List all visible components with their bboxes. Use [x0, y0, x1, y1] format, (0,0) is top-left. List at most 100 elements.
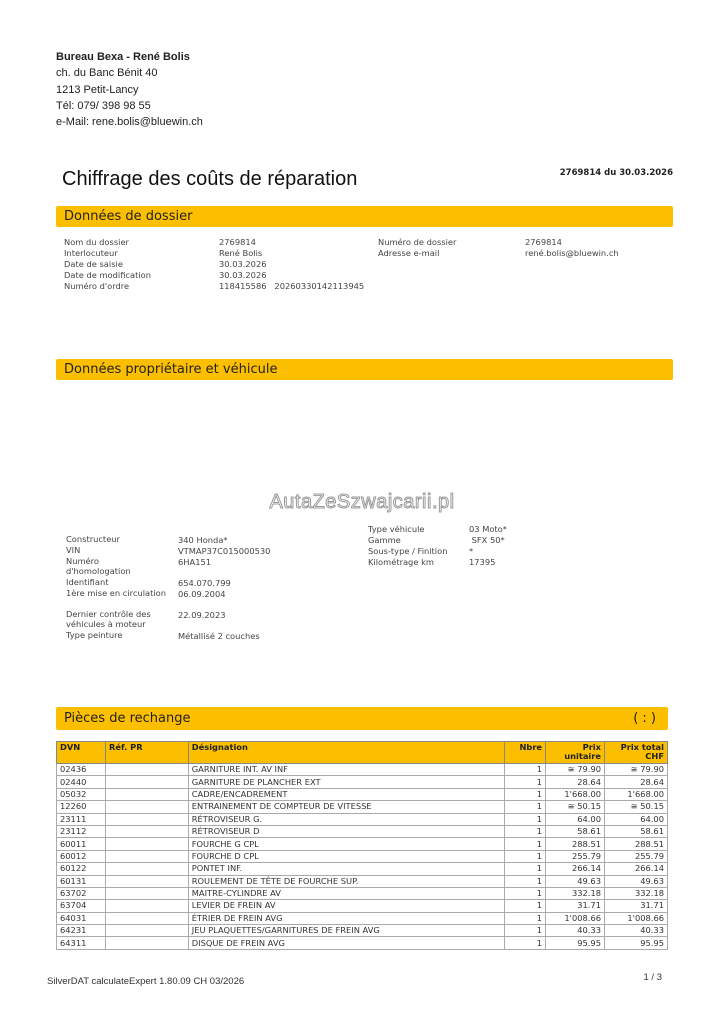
- table-cell: 255.79: [604, 849, 668, 864]
- field-value: 30.03.2026: [219, 270, 267, 280]
- table-cell: 95.95: [604, 936, 668, 950]
- table-cell: 1: [504, 824, 547, 839]
- field-value: Métallisé 2 couches: [178, 631, 260, 641]
- table-row: 60131 ROULEMENT DE TÊTE DE FOURCHE SUP. 1 4…: [56, 874, 668, 888]
- watermark: AutaZeSzwajcarii.pl: [269, 491, 455, 514]
- table-cell: FOURCHE G CPL: [187, 837, 506, 851]
- table-cell: 28.64: [545, 775, 605, 789]
- table-cell: 40.33: [545, 924, 605, 938]
- table-cell: GARNITURE DE PLANCHER EXT: [187, 775, 506, 789]
- table-row: 60012 FOURCHE D CPL 1 255.79 255.79: [56, 849, 668, 864]
- table-row: 60122 PONTET INF. 1 266.14 266.14: [56, 862, 668, 876]
- table-cell: 1: [504, 924, 547, 938]
- table-row: 23111 RÉTROVISEUR G. 1 64.00 64.00: [56, 812, 668, 826]
- field-label: Adresse e-mail: [378, 248, 440, 258]
- table-row: 12260 ENTRAINEMENT DE COMPTEUR DE VITESSE…: [56, 800, 668, 814]
- table-cell: 255.79: [545, 849, 605, 864]
- page-title: Chiffrage des coûts de réparation: [62, 168, 358, 190]
- table-cell: 60131: [56, 874, 106, 888]
- table-cell: PONTET INF.: [187, 862, 506, 876]
- table-cell: DISQUE DE FREIN AVG: [187, 936, 506, 950]
- table-cell: LEVIER DE FREIN AV: [187, 899, 506, 913]
- field-label: Type véhicule: [368, 524, 425, 534]
- field-value: 340 Honda*: [178, 535, 228, 545]
- table-cell: [104, 862, 189, 876]
- sender-name: Bureau Bexa - René Bolis: [56, 51, 190, 63]
- table-cell: 64031: [56, 911, 106, 926]
- field-value: 22.09.2023: [178, 610, 226, 620]
- table-cell: 1: [504, 800, 547, 814]
- field-label: Interlocuteur: [64, 248, 118, 258]
- field-value: René Bolis: [219, 248, 263, 258]
- table-cell: 1: [504, 936, 547, 950]
- sender-city: 1213 Petit-Lancy: [56, 83, 139, 96]
- parts-heading: Pièces de rechange: [64, 711, 191, 726]
- field-value: 17395: [469, 557, 496, 567]
- table-row: 63702 MAITRE-CYLINDRE AV 1 332.18 332.18: [56, 886, 668, 901]
- table-cell: 1'008.66: [545, 911, 605, 926]
- field-label: Dernier contrôle des véhicules à moteur: [66, 609, 151, 629]
- table-cell: 1'008.66: [604, 911, 668, 926]
- field-label: Numéro de dossier: [378, 237, 457, 247]
- table-cell: ROULEMENT DE TÊTE DE FOURCHE SUP.: [187, 874, 506, 888]
- field-value: 118415586 20260330142113945: [219, 281, 365, 291]
- sender-address: Bureau Bexa - René Bolis ch. du Banc Bén…: [56, 49, 203, 130]
- column-header: Désignation: [187, 741, 506, 764]
- field-value: 2769814: [219, 237, 256, 247]
- field-label: Identifiant: [66, 577, 109, 587]
- table-row: 05032 CADRE/ENCADREMENT 1 1'668.00 1'668.00: [56, 787, 668, 802]
- field-value: *: [469, 546, 474, 556]
- field-label: Kilométrage km: [368, 557, 434, 567]
- table-cell: 40.33: [604, 924, 668, 938]
- table-header-row: DVN Réf. PR Désignation Nbre Prix unitaire Pr…: [56, 741, 668, 764]
- table-cell: [104, 787, 189, 802]
- table-cell: 05032: [56, 787, 106, 802]
- field-label: Type peinture: [66, 630, 123, 640]
- field-label: Date de saisie: [64, 259, 123, 269]
- field-label: Sous-type / Finition: [368, 546, 448, 556]
- table-cell: ÉTRIER DE FREIN AVG: [187, 911, 506, 926]
- table-cell: 1'668.00: [545, 787, 605, 802]
- section-header-parts: Pièces de rechange ( : ): [56, 707, 668, 730]
- table-cell: [104, 924, 189, 938]
- table-cell: ≅ 79.90: [545, 762, 605, 777]
- table-cell: 02440: [56, 775, 106, 789]
- table-cell: [104, 800, 189, 814]
- table-cell: [104, 837, 189, 851]
- field-value: VTMAP37C015000530: [178, 546, 271, 556]
- parts-table: DVN Réf. PR Désignation Nbre Prix unitaire Pr…: [56, 741, 668, 950]
- table-cell: 58.61: [604, 824, 668, 839]
- table-cell: 1'668.00: [604, 787, 668, 802]
- field-label: VIN: [66, 545, 81, 555]
- table-cell: 288.51: [604, 837, 668, 851]
- table-cell: [104, 849, 189, 864]
- section-header-vehicle: Données propriétaire et véhicule: [56, 359, 673, 380]
- field-value: 654.070.799: [178, 578, 231, 588]
- table-cell: 1: [504, 775, 547, 789]
- table-cell: [104, 899, 189, 913]
- table-cell: 1: [504, 849, 547, 864]
- column-header: Prix unitaire: [545, 741, 605, 764]
- table-row: 23112 RÉTROVISEUR D 1 58.61 58.61: [56, 824, 668, 839]
- table-row: 64311 DISQUE DE FREIN AVG 1 95.95 95.95: [56, 936, 668, 950]
- table-cell: [104, 812, 189, 826]
- parts-heading-right: ( : ): [633, 711, 656, 726]
- table-cell: 23112: [56, 824, 106, 839]
- table-cell: 1: [504, 837, 547, 851]
- field-value: SFX 50*: [469, 535, 505, 545]
- table-cell: CADRE/ENCADREMENT: [187, 787, 506, 802]
- table-cell: 266.14: [545, 862, 605, 876]
- table-cell: 332.18: [604, 886, 668, 901]
- field-label: Date de modification: [64, 270, 151, 280]
- table-cell: 60122: [56, 862, 106, 876]
- field-value: rené.bolis@bluewin.ch: [525, 248, 619, 258]
- table-cell: 28.64: [604, 775, 668, 789]
- table-cell: 288.51: [545, 837, 605, 851]
- table-cell: [104, 824, 189, 839]
- table-cell: GARNITURE INT. AV INF: [187, 762, 506, 777]
- table-row: 64031 ÉTRIER DE FREIN AVG 1 1'008.66 1'008.6…: [56, 911, 668, 926]
- table-cell: [104, 911, 189, 926]
- table-cell: 60011: [56, 837, 106, 851]
- table-cell: MAITRE-CYLINDRE AV: [187, 886, 506, 901]
- page-number: 1 / 3: [643, 972, 663, 983]
